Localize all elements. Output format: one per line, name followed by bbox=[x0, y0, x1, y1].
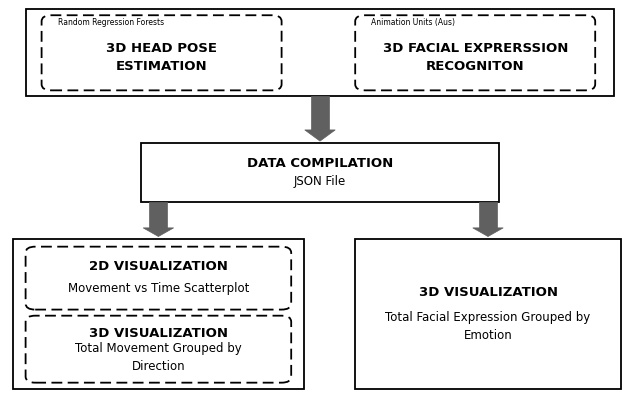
Text: JSON File: JSON File bbox=[294, 175, 346, 188]
FancyBboxPatch shape bbox=[42, 16, 282, 91]
Bar bbox=[141, 144, 499, 202]
Polygon shape bbox=[473, 228, 503, 237]
Bar bbox=[26, 10, 614, 97]
Text: 3D VISUALIZATION: 3D VISUALIZATION bbox=[89, 326, 228, 340]
FancyBboxPatch shape bbox=[355, 16, 595, 91]
Text: 3D VISUALIZATION: 3D VISUALIZATION bbox=[419, 285, 557, 298]
Text: Total Movement Grouped by
Direction: Total Movement Grouped by Direction bbox=[75, 341, 242, 372]
Text: Animation Units (Aus): Animation Units (Aus) bbox=[371, 18, 455, 27]
Text: Total Facial Expression Grouped by
Emotion: Total Facial Expression Grouped by Emoti… bbox=[385, 311, 591, 341]
Polygon shape bbox=[479, 202, 497, 228]
Polygon shape bbox=[311, 97, 329, 130]
FancyBboxPatch shape bbox=[26, 247, 291, 310]
Text: 3D FACIAL EXPRERSSION
RECOGNITON: 3D FACIAL EXPRERSSION RECOGNITON bbox=[383, 41, 568, 72]
Text: 3D HEAD POSE
ESTIMATION: 3D HEAD POSE ESTIMATION bbox=[106, 41, 217, 72]
Text: Movement vs Time Scatterplot: Movement vs Time Scatterplot bbox=[68, 281, 249, 294]
FancyBboxPatch shape bbox=[26, 316, 291, 383]
Polygon shape bbox=[143, 228, 173, 237]
Text: 2D VISUALIZATION: 2D VISUALIZATION bbox=[89, 260, 228, 273]
Bar bbox=[355, 239, 621, 389]
Bar bbox=[13, 239, 304, 389]
Polygon shape bbox=[150, 202, 168, 228]
Text: Random Regression Forests: Random Regression Forests bbox=[58, 18, 164, 27]
Text: DATA COMPILATION: DATA COMPILATION bbox=[247, 156, 393, 170]
Polygon shape bbox=[305, 130, 335, 142]
